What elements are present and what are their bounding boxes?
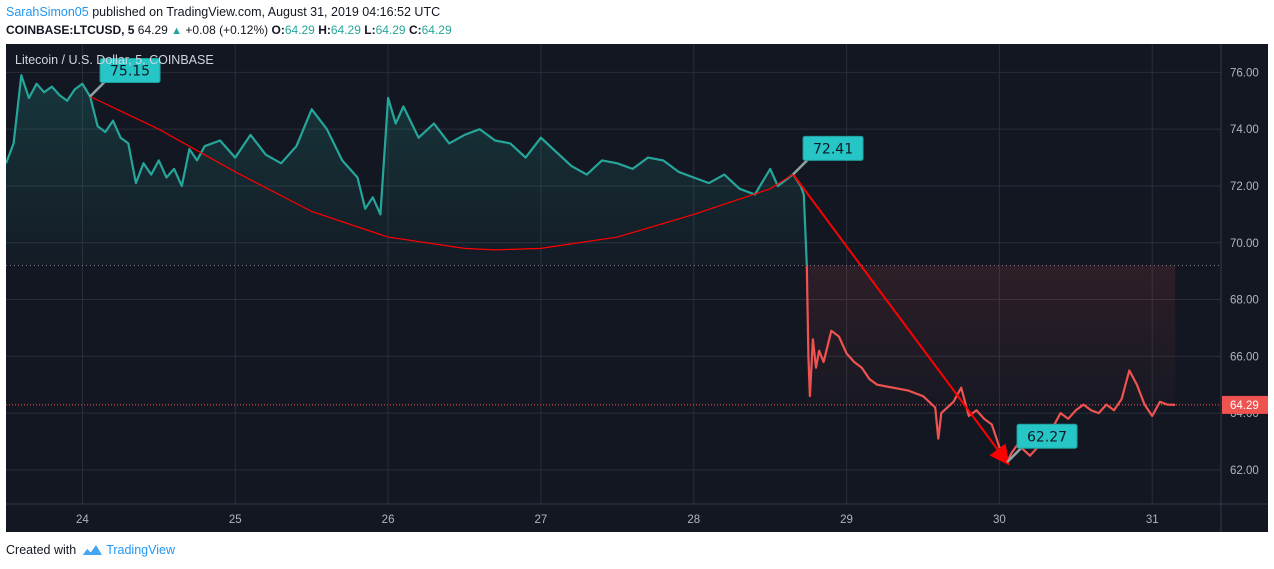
open-value: 64.29 (284, 23, 315, 37)
symbol-ohlc-line: COINBASE:LTCUSD, 5 64.29 ▲ +0.08 (+0.12%… (6, 23, 452, 37)
last-price: 64.29 (137, 23, 168, 37)
price-chart[interactable]: 75.1572.4162.2762.0064.0066.0068.0070.00… (6, 44, 1268, 532)
annotation-pointer (792, 157, 810, 176)
annotation-pointer (1006, 445, 1024, 464)
annotation-label: 72.41 (813, 141, 853, 157)
annotation-box[interactable] (802, 135, 864, 161)
last-price-badge (1222, 395, 1268, 414)
tradingview-logo-icon (81, 545, 103, 556)
publish-info: published on TradingView.com, August 31,… (92, 5, 441, 19)
low-value: 64.29 (375, 23, 406, 37)
publish-line: SarahSimon05 published on TradingView.co… (6, 5, 440, 19)
x-tick-label: 25 (229, 514, 242, 526)
high-value: 64.29 (330, 23, 361, 37)
x-tick-label: 30 (993, 514, 1006, 526)
symbol-label: COINBASE:LTCUSD, 5 (6, 23, 135, 37)
y-tick-label: 74.00 (1230, 124, 1259, 136)
series-line-down[interactable] (805, 265, 1176, 464)
x-tick-label: 26 (382, 514, 395, 526)
y-tick-label: 72.00 (1230, 181, 1259, 193)
price-change: +0.08 (+0.12%) (185, 23, 269, 37)
trend-arrow[interactable] (792, 173, 1010, 466)
author-link[interactable]: SarahSimon05 (6, 5, 89, 19)
x-tick-label: 24 (76, 514, 89, 526)
y-tick-label: 76.00 (1230, 67, 1259, 79)
footer: Created with TradingView (6, 543, 175, 557)
y-tick-label: 62.00 (1230, 465, 1259, 477)
low-label: L: (364, 23, 376, 37)
annotation-pointer (89, 79, 107, 98)
annotation-label: 62.27 (1027, 429, 1067, 445)
annotation-box[interactable] (99, 58, 161, 84)
y-tick-label: 66.00 (1230, 351, 1259, 363)
last-price-badge-label: 64.29 (1230, 400, 1259, 412)
series-line-up[interactable] (6, 74, 808, 266)
open-label: O: (271, 23, 285, 37)
x-tick-label: 27 (535, 514, 548, 526)
tradingview-link[interactable]: TradingView (106, 543, 175, 557)
annotation-label: 75.15 (110, 64, 150, 80)
y-tick-label: 68.00 (1230, 295, 1259, 307)
high-label: H: (318, 23, 331, 37)
down-area-fill (806, 265, 1176, 405)
chart-title: Litecoin / U.S. Dollar, 5, COINBASE (15, 53, 214, 67)
close-value: 64.29 (421, 23, 452, 37)
up-arrow-icon: ▲ (171, 25, 183, 37)
annotation-box[interactable] (1016, 423, 1078, 449)
created-with-text: Created with (6, 543, 77, 557)
up-area-fill (6, 75, 807, 266)
x-tick-label: 31 (1146, 514, 1159, 526)
y-tick-label: 70.00 (1230, 238, 1259, 250)
trend-curve[interactable] (89, 95, 794, 251)
close-label: C: (408, 23, 422, 37)
x-tick-label: 29 (840, 514, 853, 526)
x-tick-label: 28 (687, 514, 700, 526)
